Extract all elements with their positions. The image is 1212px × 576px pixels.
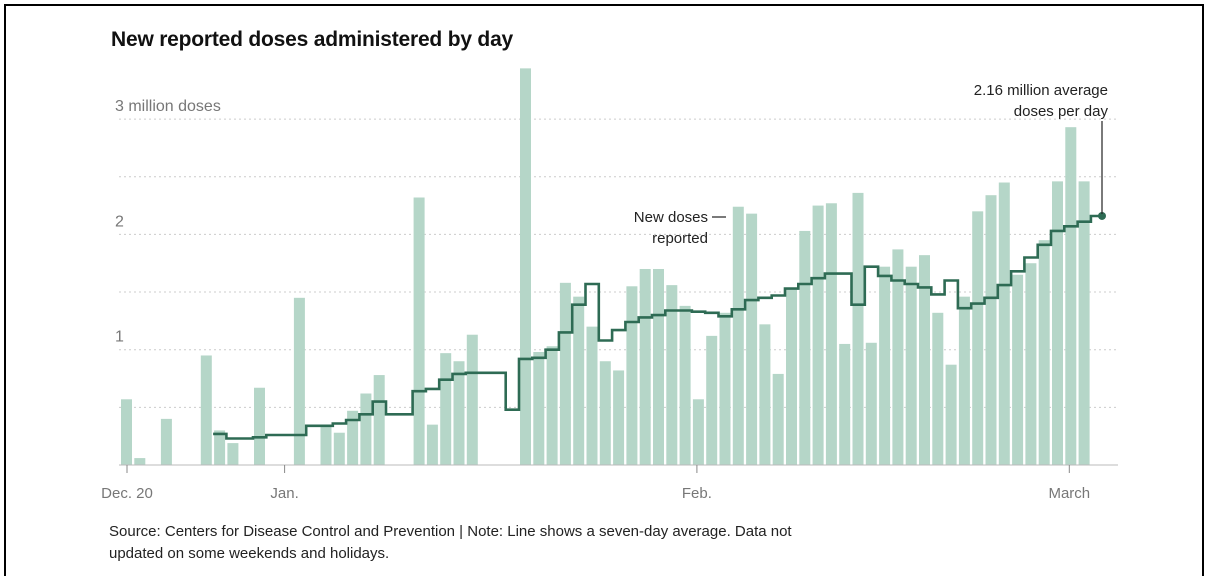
bar	[812, 205, 824, 465]
average-line-group	[213, 211, 1106, 440]
bar	[121, 399, 132, 465]
bar	[1025, 263, 1037, 465]
bar	[972, 211, 984, 465]
bar	[732, 206, 744, 465]
y-tick-label: 2	[115, 213, 124, 230]
annotation-new-doses: New doses	[634, 209, 708, 226]
bar	[200, 355, 212, 465]
bar	[759, 324, 771, 465]
bar	[373, 375, 385, 465]
chart-title: New reported doses administered by day	[111, 28, 514, 51]
x-axis: Dec. 20 Jan. Feb. March	[101, 464, 1118, 502]
bar	[772, 373, 784, 465]
bar	[719, 312, 731, 465]
chart-svg: Dec. 20 Jan. Feb. March 1 2 3 million doses N…	[101, 68, 1118, 502]
bar	[1065, 127, 1077, 466]
bar	[945, 364, 957, 465]
bar	[453, 361, 465, 465]
x-tick-label: Feb.	[682, 485, 712, 502]
y-axis-labels: 1 2 3 million doses	[115, 98, 221, 346]
bar	[1012, 274, 1024, 465]
bar	[613, 370, 625, 465]
bars	[121, 68, 1090, 466]
y-tick-label: 3 million doses	[115, 98, 221, 115]
bar	[919, 255, 930, 465]
bar	[892, 249, 904, 465]
annotation-average: 2.16 million average	[974, 82, 1108, 99]
bar	[706, 335, 718, 465]
bar	[214, 430, 226, 465]
bar	[879, 266, 891, 465]
bar	[573, 296, 585, 465]
x-tick-label: Jan.	[270, 485, 298, 502]
bar	[746, 213, 758, 465]
bar	[666, 285, 678, 465]
bar	[440, 353, 452, 465]
bar	[998, 182, 1010, 465]
bar	[254, 387, 265, 465]
bar	[599, 361, 611, 465]
bar	[653, 268, 664, 465]
bar	[839, 343, 851, 465]
bar	[825, 203, 837, 466]
bar	[985, 195, 997, 465]
x-tick-label: Dec. 20	[101, 485, 153, 502]
annotation-average-line2: doses per day	[1014, 103, 1109, 120]
bar	[786, 289, 797, 465]
bar	[347, 410, 359, 465]
bar	[533, 352, 545, 465]
average-line	[213, 214, 1105, 440]
annotations: New doses reported 2.16 million average …	[634, 82, 1109, 247]
bar	[905, 266, 917, 465]
bar	[160, 418, 172, 465]
bar	[1078, 181, 1090, 465]
bar	[559, 282, 571, 465]
source-note-line2: updated on some weekends and holidays.	[109, 545, 390, 562]
bar	[333, 432, 345, 465]
chart-frame	[4, 4, 1204, 576]
bar	[865, 342, 877, 465]
bar	[227, 443, 239, 465]
y-tick-label: 1	[115, 329, 124, 346]
bar	[679, 305, 691, 465]
x-tick-label: March	[1048, 485, 1090, 502]
bar	[320, 424, 332, 465]
bar	[426, 424, 438, 465]
source-note-line1: Source: Centers for Disease Control and …	[109, 523, 792, 540]
average-end-point	[1098, 211, 1106, 220]
bar	[799, 230, 811, 465]
bar	[692, 399, 704, 465]
bar	[466, 334, 478, 465]
bar	[520, 68, 531, 466]
bar	[546, 346, 558, 465]
bar	[413, 197, 425, 465]
bar	[958, 296, 970, 465]
gridlines	[119, 118, 1118, 408]
source-note: Source: Centers for Disease Control and …	[109, 521, 792, 565]
annotation-new-doses-line2: reported	[652, 230, 708, 247]
bar	[293, 297, 305, 465]
bar	[134, 458, 146, 465]
bar	[852, 192, 864, 465]
bar	[1052, 181, 1063, 465]
bar	[1038, 240, 1050, 465]
bar	[932, 312, 944, 465]
bar	[639, 268, 651, 465]
bar	[360, 393, 372, 465]
bar	[586, 326, 598, 465]
bar	[626, 286, 638, 465]
